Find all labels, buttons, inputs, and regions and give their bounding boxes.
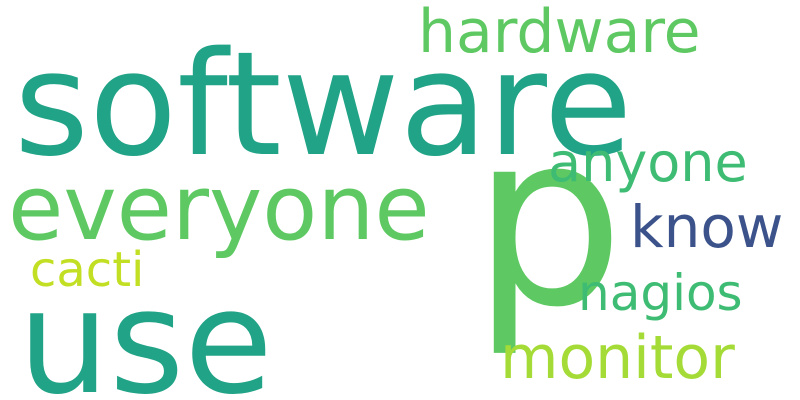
word-cacti: cacti: [30, 242, 145, 298]
word-know: know: [630, 193, 784, 261]
word-anyone: anyone: [548, 131, 748, 194]
word-software: software: [14, 20, 633, 188]
word-monitor: monitor: [500, 323, 735, 393]
word-everyone: everyone: [8, 156, 430, 261]
word-use: use: [18, 258, 273, 400]
word-hardware: hardware: [418, 0, 701, 67]
word-p: p: [472, 80, 625, 360]
word-nagios: nagios: [578, 264, 743, 322]
